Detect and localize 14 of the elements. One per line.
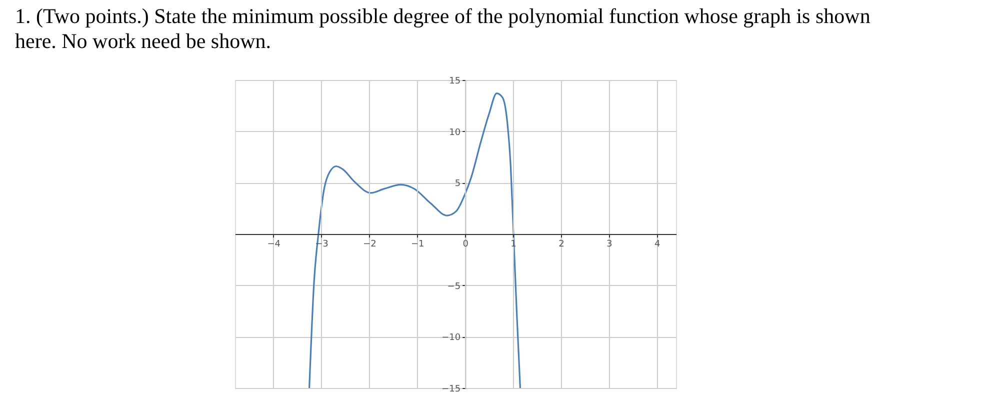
y-tick-label: 15 (449, 76, 461, 86)
y-tick-label: −15 (442, 384, 461, 394)
y-tick-label: 10 (449, 128, 461, 138)
x-tick-label: 4 (654, 240, 660, 250)
chart-title: 1. (Two points.) State the minimum possible degree of the polynomial function whose graph is shown here. No work need be shown. (15, 4, 872, 54)
x-tick-label: 0 (462, 240, 469, 250)
x-tick-label: 2 (558, 240, 564, 250)
x-tick-label: 3 (606, 240, 612, 250)
x-tick-label: −4 (267, 240, 281, 250)
x-tick-label: −2 (363, 240, 376, 250)
y-tick-label: 5 (454, 179, 461, 190)
y-tick-label: −5 (447, 282, 461, 292)
x-tick-label: −1 (411, 240, 424, 250)
y-tick-label: −10 (442, 333, 461, 344)
